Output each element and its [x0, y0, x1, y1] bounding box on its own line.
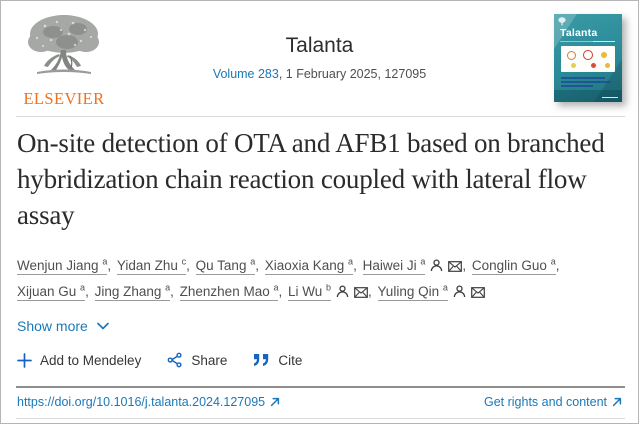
action-bar: Add to Mendeley Share Cite	[17, 352, 302, 368]
journal-title-link[interactable]: Talanta	[285, 34, 354, 57]
author-link[interactable]: Zhenzhen Mao a	[179, 282, 279, 301]
cover-text-line	[561, 85, 593, 87]
elsevier-tree-icon	[28, 15, 99, 74]
plus-icon	[17, 352, 32, 368]
author-link[interactable]: Wenjun Jiang a	[17, 256, 108, 275]
external-link-icon	[612, 397, 622, 407]
cover-publisher-mark	[602, 96, 618, 98]
author-separator: ,	[462, 258, 470, 273]
cover-text-line	[561, 81, 611, 83]
author-link[interactable]: Xijuan Gu a	[17, 282, 86, 301]
author-link[interactable]: Xiaoxia Kang a	[264, 256, 354, 275]
cover-figure-box	[561, 46, 615, 72]
author-separator: ,	[278, 284, 286, 299]
cite-button[interactable]: Cite	[253, 353, 302, 368]
person-icon	[453, 285, 466, 298]
issue-info: , 1 February 2025, 127095	[278, 67, 427, 81]
author-separator: ,	[186, 258, 194, 273]
person-icon	[336, 285, 349, 298]
share-button[interactable]: Share	[167, 352, 227, 368]
share-label: Share	[191, 352, 228, 368]
author-separator: ,	[255, 258, 263, 273]
journal-header: Talanta Volume 283, 1 February 2025, 127…	[151, 34, 488, 81]
footer-links-row: https://doi.org/10.1016/j.talanta.2024.1…	[17, 395, 622, 409]
doi-link[interactable]: https://doi.org/10.1016/j.talanta.2024.1…	[17, 395, 280, 409]
cite-label: Cite	[278, 352, 303, 368]
section-divider	[16, 386, 625, 388]
author-list: Wenjun Jiang a, Yidan Zhu c, Qu Tang a, …	[17, 253, 625, 305]
email-icon	[470, 287, 485, 298]
get-rights-text: Get rights and content	[484, 395, 607, 409]
get-rights-link[interactable]: Get rights and content	[484, 395, 622, 409]
cover-tree-icon	[558, 17, 566, 26]
author-link[interactable]: Qu Tang a	[195, 256, 256, 275]
author-link[interactable]: Conglin Guo a	[471, 256, 556, 275]
add-to-mendeley-label: Add to Mendeley	[40, 352, 142, 368]
header-divider	[16, 116, 625, 117]
author-separator: ,	[368, 284, 376, 299]
author-link[interactable]: Li Wu b	[288, 283, 368, 301]
author-separator: ,	[107, 258, 115, 273]
quote-icon	[254, 354, 269, 366]
show-more-label: Show more	[17, 318, 88, 334]
bottom-divider	[16, 418, 625, 419]
article-title: On-site detection of OTA and AFB1 based …	[17, 128, 605, 230]
volume-issue-line: Volume 283, 1 February 2025, 127095	[151, 67, 488, 81]
add-to-mendeley-button[interactable]: Add to Mendeley	[17, 353, 141, 368]
elsevier-wordmark: ELSEVIER	[23, 89, 105, 108]
show-more-button[interactable]: Show more	[17, 318, 109, 334]
cover-journal-title: Talanta	[560, 27, 598, 39]
doi-text: https://doi.org/10.1016/j.talanta.2024.1…	[17, 395, 266, 409]
email-icon	[354, 287, 368, 298]
author-separator: ,	[85, 284, 93, 299]
chevron-down-icon	[96, 322, 109, 330]
cover-text-line	[561, 77, 605, 79]
author-link[interactable]: Jing Zhang a	[94, 282, 171, 301]
author-separator: ,	[353, 258, 361, 273]
elsevier-logo[interactable]: ELSEVIER	[18, 12, 110, 109]
volume-link[interactable]: Volume 283	[212, 67, 279, 81]
author-link[interactable]: Yidan Zhu c	[116, 256, 187, 275]
author-separator: ,	[170, 284, 178, 299]
person-icon	[431, 259, 443, 272]
author-link[interactable]: Haiwei Ji a	[362, 257, 463, 275]
author-link[interactable]: Yuling Qin a	[377, 283, 485, 301]
cover-bottom-band	[554, 90, 622, 102]
cover-subtitle-line	[560, 41, 615, 42]
external-link-icon	[270, 397, 280, 407]
share-icon	[167, 352, 182, 368]
author-separator: ,	[555, 258, 560, 273]
email-icon	[448, 261, 463, 272]
journal-cover-thumbnail[interactable]: Talanta	[554, 14, 622, 102]
